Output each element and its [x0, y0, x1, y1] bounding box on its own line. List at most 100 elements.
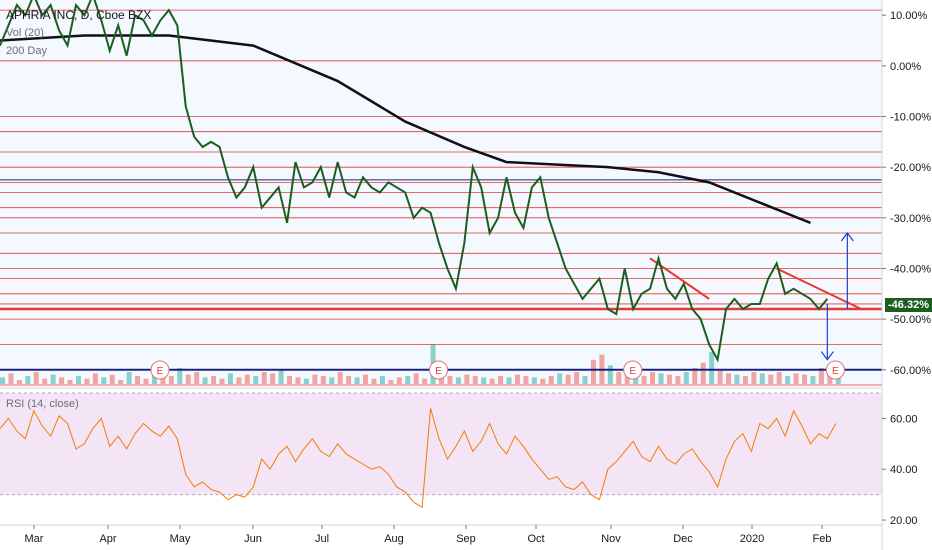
volume-bar: [151, 373, 157, 384]
volume-bar: [650, 372, 656, 384]
volume-bar: [793, 373, 799, 384]
volume-bar: [25, 376, 31, 384]
volume-bar: [709, 352, 715, 384]
volume-bar: [0, 377, 5, 384]
volume-bar: [396, 377, 402, 384]
rsi-label: RSI (14, close): [6, 398, 79, 410]
earnings-marker-label: E: [157, 366, 164, 377]
volume-label: Vol (20): [6, 27, 44, 39]
rsi-axis-label: 40.00: [890, 464, 918, 476]
price-axis-label: -20.00%: [890, 162, 931, 174]
volume-bar: [607, 365, 613, 384]
volume-bar: [143, 378, 149, 384]
volume-bar: [422, 378, 428, 384]
volume-bar: [135, 376, 141, 384]
volume-bar: [363, 374, 369, 384]
price-line: [0, 0, 829, 363]
volume-bar: [506, 377, 512, 384]
price-axis-label: 0.00%: [890, 61, 921, 73]
volume-bar: [759, 373, 765, 384]
volume-bar: [75, 376, 81, 384]
volume-bar: [287, 376, 293, 384]
volume-bar: [531, 377, 537, 384]
volume-bar: [540, 378, 546, 384]
volume-bar: [776, 372, 782, 384]
volume-bar: [371, 378, 377, 384]
volume-bar: [8, 373, 14, 384]
volume-bar: [413, 373, 419, 384]
volume-bar: [590, 360, 596, 384]
volume-bar: [261, 372, 267, 384]
volume-bar: [641, 376, 647, 384]
volume-bar: [303, 378, 309, 384]
time-axis-label: Jun: [244, 533, 262, 545]
volume-bar: [194, 372, 200, 384]
last-price-tag: -46.32%: [885, 298, 932, 312]
volume-bar: [379, 376, 385, 384]
earnings-marker-label: E: [629, 366, 636, 377]
volume-bar: [472, 376, 478, 384]
volume-bar: [236, 377, 242, 384]
time-axis-label: Nov: [601, 533, 621, 545]
volume-bar: [624, 373, 630, 384]
earnings-marker: [825, 360, 845, 380]
volume-bar: [557, 373, 563, 384]
rsi-axis-label: 60.00: [890, 413, 918, 425]
volume-bar: [126, 372, 132, 384]
volume-bar: [810, 376, 816, 384]
price-axis-label: -60.00%: [890, 365, 931, 377]
earnings-marker: [623, 360, 643, 380]
volume-bar: [726, 373, 732, 384]
volume-bar: [312, 374, 318, 384]
volume-bar: [33, 372, 39, 384]
volume-bar: [168, 376, 174, 384]
volume-bar: [346, 376, 352, 384]
price-axis-label: -40.00%: [890, 263, 931, 275]
rsi-line: [0, 408, 837, 509]
volume-bar: [177, 368, 183, 384]
volume-bar: [295, 377, 301, 384]
volume-bar: [84, 378, 90, 384]
price-axis-label: -30.00%: [890, 213, 931, 225]
volume-bar: [202, 377, 208, 384]
volume-bar: [227, 373, 233, 384]
volume-bar: [329, 377, 335, 384]
price-axis-label: 10.00%: [890, 10, 928, 22]
time-axis-label: Feb: [813, 533, 832, 545]
volume-bar: [16, 380, 22, 384]
volume-bar: [666, 374, 672, 384]
volume-bar: [574, 372, 580, 384]
volume-bar: [818, 368, 824, 384]
arrow-down-head: [820, 351, 834, 361]
earnings-marker: [150, 360, 170, 380]
ma-label: 200 Day: [6, 45, 47, 57]
volume-bar: [785, 376, 791, 384]
volume-bar: [633, 374, 639, 384]
volume-bar: [101, 377, 107, 384]
volume-bar: [717, 370, 723, 384]
volume-bar: [489, 378, 495, 384]
volume-bar: [109, 374, 115, 384]
volume-bar: [455, 377, 461, 384]
volume-bar: [481, 377, 487, 384]
time-axis-label: Oct: [527, 533, 544, 545]
volume-bar: [388, 380, 394, 384]
volume-bar: [42, 378, 48, 384]
time-axis-label: Jul: [315, 533, 329, 545]
volume-bar: [565, 374, 571, 384]
volume-bar: [751, 372, 757, 384]
volume-bar: [692, 368, 698, 384]
volume-bar: [59, 377, 65, 384]
volume-bar: [498, 376, 504, 384]
volume-bar: [523, 376, 529, 384]
time-axis-label: May: [170, 533, 191, 545]
volume-bar: [67, 380, 73, 384]
volume-bar: [354, 377, 360, 384]
volume-bar: [514, 374, 520, 384]
volume-bar: [253, 376, 259, 384]
arrow-up-head: [840, 232, 854, 242]
rsi-axis-label: 20.00: [890, 515, 918, 527]
volume-bar: [405, 376, 411, 384]
